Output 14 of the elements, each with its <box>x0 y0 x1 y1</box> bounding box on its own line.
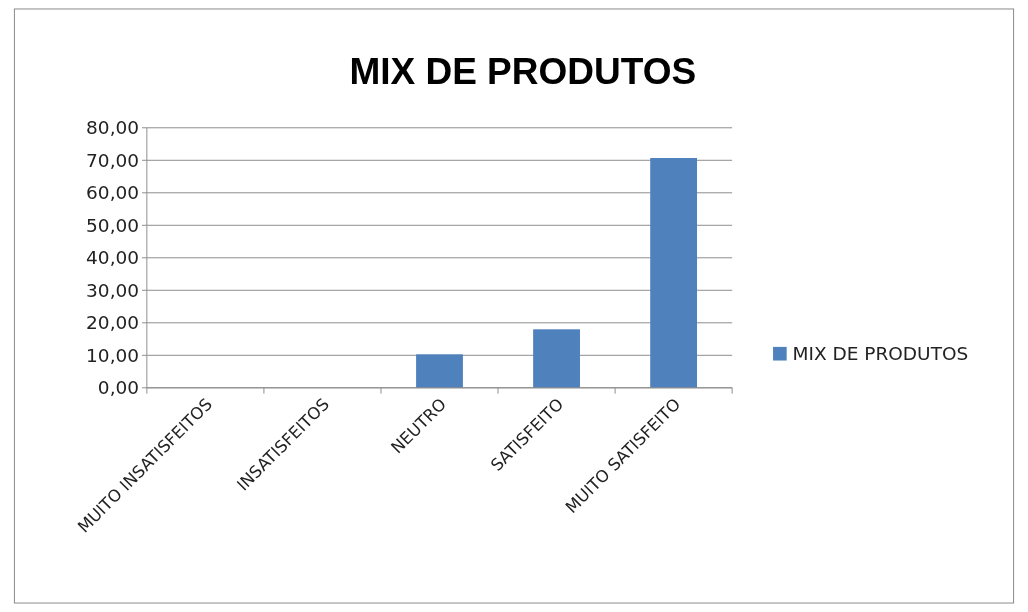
legend-label: MIX DE PRODUTOS <box>792 343 969 365</box>
y-tick-label: 0,00 <box>97 377 140 399</box>
y-tick-label: 60,00 <box>86 182 140 204</box>
y-tick-label: 40,00 <box>86 247 140 269</box>
bar <box>650 158 698 388</box>
y-tick-label: 20,00 <box>86 312 140 334</box>
chart-title: MIX DE PRODUTOS <box>349 50 697 92</box>
bar <box>533 329 580 388</box>
bar <box>416 354 463 388</box>
y-tick-label: 30,00 <box>86 279 140 301</box>
y-tick-label: 10,00 <box>86 344 140 366</box>
y-tick-label: 70,00 <box>86 149 140 171</box>
y-tick-label: 80,00 <box>86 117 140 139</box>
y-tick-label: 50,00 <box>86 214 140 236</box>
